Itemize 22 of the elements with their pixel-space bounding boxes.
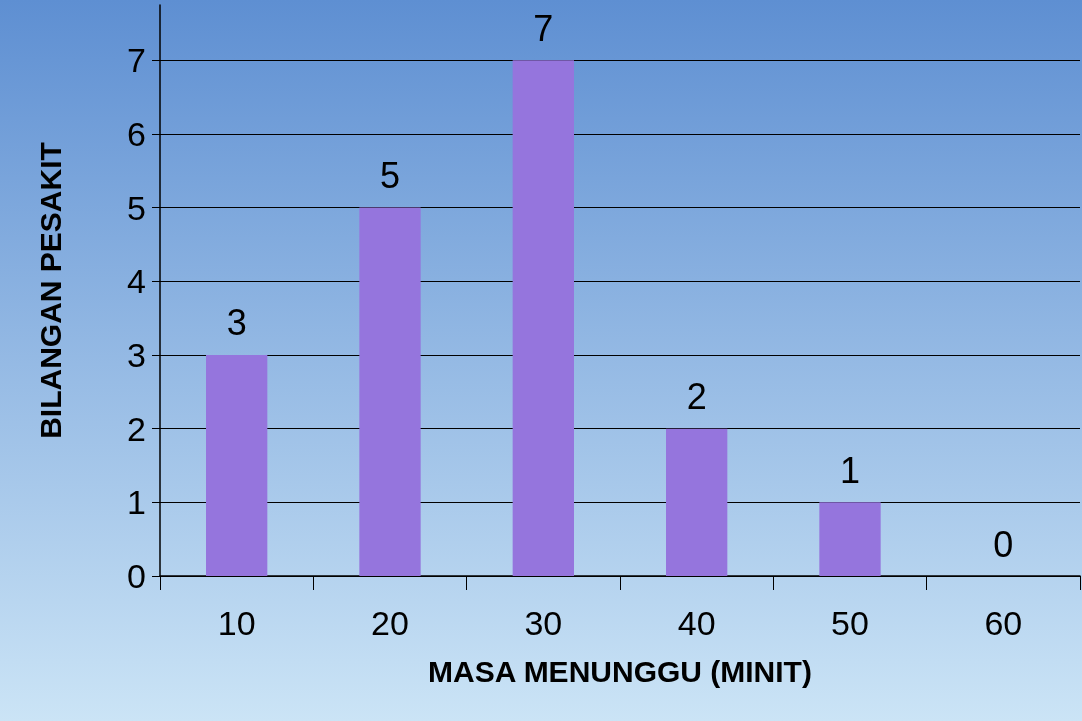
data-label: 2 [686,376,707,418]
y-axis-title: BILANGAN PESAKIT [33,142,67,439]
x-tick-label: 10 [217,604,256,642]
x-tick-label: 20 [371,604,409,642]
x-tick-label: 30 [524,604,563,642]
y-tick-label: 4 [127,262,146,301]
y-tick-label: 5 [127,188,146,227]
y-tick-label: 1 [127,483,146,522]
data-label: 1 [839,449,861,491]
x-tick-label: 40 [677,604,716,642]
y-tick-label: 0 [127,557,146,595]
y-tick-label: 6 [127,114,146,153]
data-label: 0 [993,523,1014,565]
x-tick-label: 50 [831,604,869,642]
y-tick-label: 3 [127,335,146,374]
data-label: 7 [533,7,554,49]
y-tick-label: 7 [127,41,146,80]
x-tick-label: 60 [984,604,1023,642]
x-axis-title: MASA MENUNGGU (MINIT) [428,654,812,688]
data-label: 3 [226,302,247,344]
y-tick-label: 2 [127,409,146,448]
data-label: 5 [379,155,401,197]
